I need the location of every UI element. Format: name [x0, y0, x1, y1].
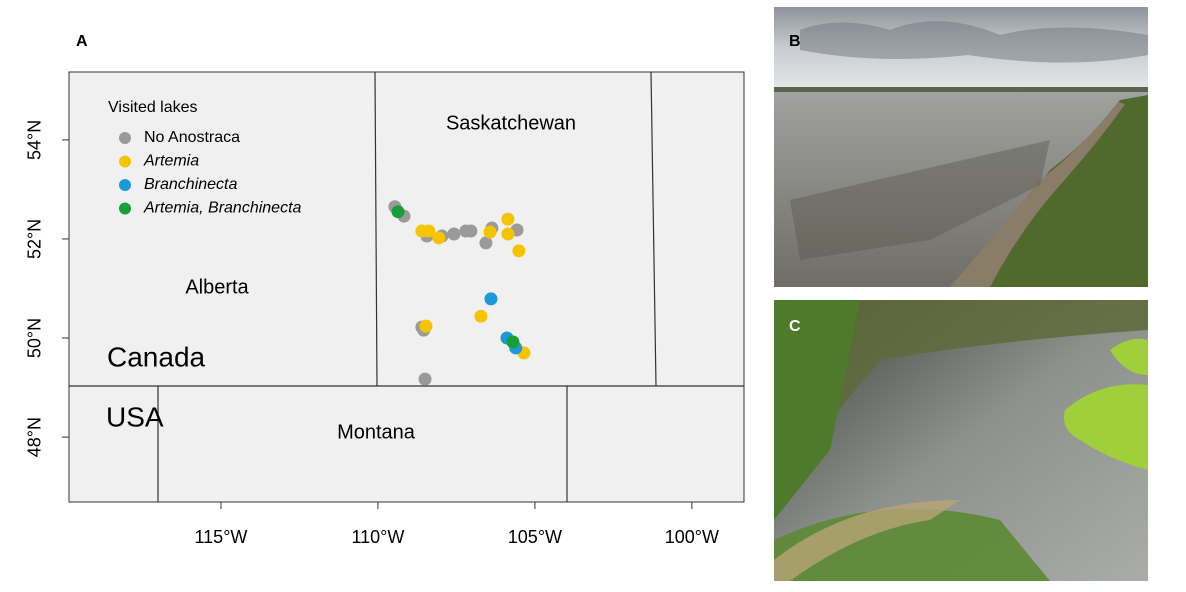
reeds — [790, 140, 1050, 260]
lake-point — [419, 319, 433, 333]
lake-point — [432, 231, 446, 245]
lake-point — [422, 224, 436, 238]
y-tick-label: 54°N — [25, 120, 45, 160]
legend-label: No Anostraca — [144, 129, 240, 146]
legend-label: Branchinecta — [144, 176, 237, 193]
legend-marker — [119, 202, 131, 215]
legend-marker — [119, 179, 131, 191]
lake-point — [512, 244, 526, 258]
dry-grass — [774, 500, 960, 581]
photo-c: C — [774, 300, 1148, 581]
border — [374, 71, 378, 387]
borders — [69, 71, 744, 502]
legend-marker — [119, 155, 131, 168]
y-tick-label: 48°N — [25, 417, 45, 457]
lake-point — [474, 309, 488, 323]
photo-b: B — [774, 7, 1148, 287]
x-tick-label: 100°W — [665, 527, 719, 547]
x-tick-label: 115°W — [195, 527, 248, 547]
horizon — [774, 87, 1148, 92]
y-tick-label: 52°N — [25, 219, 45, 259]
lake-point — [447, 227, 461, 241]
grass-bank — [980, 95, 1148, 287]
lake-point — [506, 335, 520, 349]
lake-point — [479, 236, 493, 250]
algae — [1064, 384, 1148, 470]
map-frame — [68, 71, 745, 503]
lake-point — [391, 205, 405, 219]
country-label: USA — [106, 401, 164, 432]
x-tick-label: 105°W — [508, 527, 562, 547]
region-label: Montana — [337, 421, 416, 443]
cloud — [800, 21, 1148, 63]
region-label: Alberta — [185, 276, 249, 298]
legend-title: Visited lakes — [108, 99, 198, 116]
lake-point — [484, 292, 498, 306]
algae — [1110, 338, 1148, 375]
lake-point — [464, 224, 478, 238]
panel-label: B — [789, 33, 801, 50]
points — [388, 200, 531, 386]
legend-label: Artemia — [143, 153, 199, 170]
shore — [950, 102, 1125, 287]
panel-label: C — [789, 318, 801, 335]
panel-label: A — [76, 33, 88, 50]
border — [650, 71, 657, 387]
y-tick-label: 50°N — [25, 318, 45, 358]
legend-label: Artemia, Branchinecta — [143, 200, 302, 217]
grass-left — [774, 300, 860, 520]
grass-top — [774, 300, 1148, 470]
country-label: Canada — [107, 341, 206, 372]
lake-point — [501, 212, 515, 226]
region-label: Saskatchewan — [446, 112, 576, 134]
x-tick-label: 110°W — [351, 527, 404, 547]
lake-point — [483, 225, 497, 239]
lake-point — [418, 372, 432, 386]
lake-point — [501, 227, 515, 241]
legend-marker — [119, 132, 131, 144]
